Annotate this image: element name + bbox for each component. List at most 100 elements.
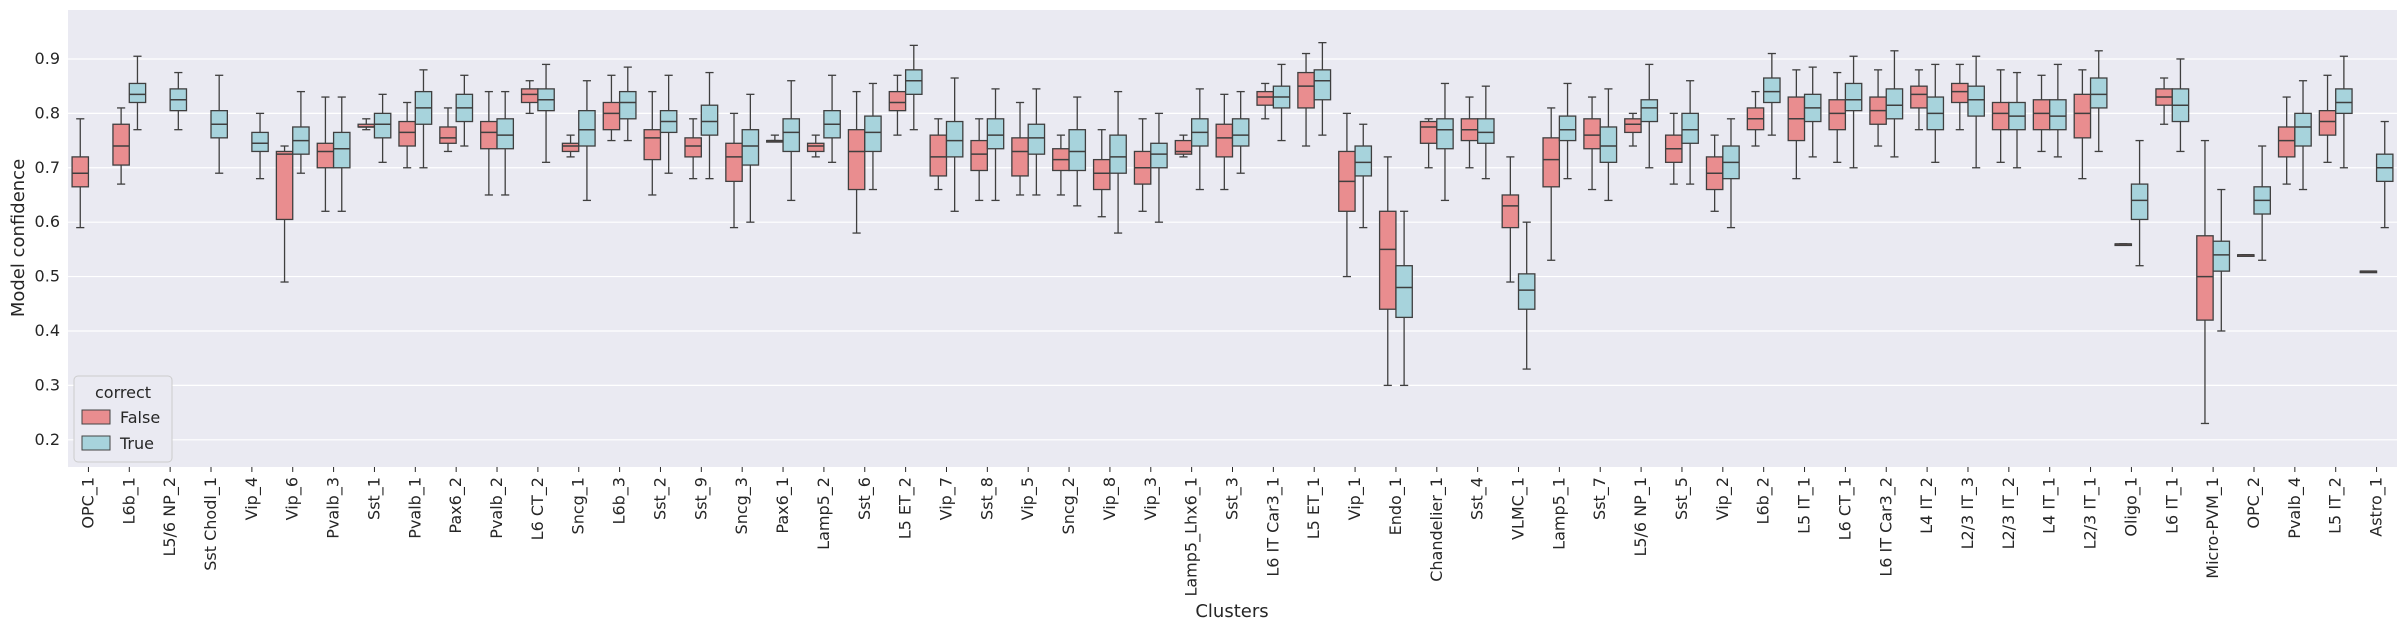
box-false [2359,270,2378,274]
box-true [496,90,515,196]
x-tick-label: Sst_6 [855,477,875,520]
box-iqr [2089,77,2108,109]
box-iqr [602,101,621,131]
box-false [561,134,580,158]
box-false [275,145,294,283]
box-false [888,74,907,136]
box-iqr [398,120,416,147]
box-iqr [520,88,539,104]
box-iqr [1419,120,1438,144]
box-true [251,112,269,180]
box-true [904,44,923,131]
x-tick-label: Sst_5 [1672,477,1692,520]
x-tick-label: Sst_8 [977,477,997,520]
box-false [112,107,130,185]
box-true [1313,41,1332,136]
x-tick-label: L5/6 NP_2 [160,477,180,557]
x-tick-label: L6 IT Car3_2 [1876,477,1896,577]
x-tick-label: L2/3 IT_2 [1999,477,2019,549]
box-false [806,134,825,158]
box-iqr [1828,99,1847,131]
x-tick-label: Oligo_1 [2121,477,2141,537]
box-true [2008,71,2026,169]
box-false [1501,156,1520,283]
x-tick-label: Micro-PVM_1 [2203,477,2223,579]
x-tick-label: L6 IT Car3_1 [1263,477,1283,577]
box-iqr [864,115,882,153]
box-true [1681,80,1699,185]
box-iqr [970,139,988,172]
box-iqr [251,131,269,153]
box-true [1926,63,1945,163]
box-true [1722,118,1740,229]
box-true [945,77,964,212]
box-true [2171,58,2190,153]
x-tick-label: L5 IT_1 [1795,477,1815,534]
x-tick-label: Sst Chodl_1 [201,477,221,571]
box-true [1763,52,1781,136]
box-true [2130,139,2149,267]
box-true [1109,90,1127,234]
box-iqr [1558,115,1577,142]
x-tick-label: L4 IT_2 [1917,477,1937,534]
box-false [1419,118,1438,169]
box-true [1844,55,1863,169]
box-iqr [725,142,743,183]
box-false [2277,96,2296,185]
x-tick-label: Pvalb_1 [405,477,425,539]
x-axis-ticks: OPC_1 L6b_1 L5/6 NP_2 Sst Chodl_1 Vip_4 Vip_6… [78,467,2387,597]
box-iqr [1027,123,1046,155]
x-tick-label: Vip_7 [936,477,956,520]
x-tick-label: Astro_1 [2367,477,2387,537]
box-true [618,66,637,142]
box-iqr [904,69,923,95]
box-true [1150,112,1168,223]
box-iqr [1950,82,1969,104]
box-false [1746,90,1765,147]
y-tick-label: 0.5 [35,267,60,286]
x-tick-label: Sst_9 [691,477,711,520]
box-true [2049,63,2067,158]
box-false [1338,112,1356,278]
box-true [1354,123,1373,229]
box-iqr [1910,85,1928,109]
box-true [1231,90,1250,174]
box-false [970,118,988,202]
x-tick-label: L5 ET_2 [896,477,916,539]
x-tick-label: VLMC_1 [1509,477,1529,540]
x-tick-label: L2/3 IT_3 [1958,477,1978,549]
y-tick-label: 0.9 [35,49,60,68]
x-tick-label: Lamp5_1 [1549,477,1569,550]
box-iqr [1395,265,1413,319]
box-iqr [1501,194,1520,229]
box-false [1542,107,1561,261]
box-iqr [1583,118,1601,150]
box-true [700,71,719,180]
box-false [847,90,866,234]
box-iqr [439,126,457,144]
y-axis-ticks: 0.2 0.3 0.4 0.5 0.6 0.7 0.8 0.9 [35,49,60,449]
box-false [929,118,948,191]
box-iqr [1436,118,1454,150]
box-iqr [1624,118,1642,134]
x-tick-label: L5/6 NP_1 [1631,477,1651,557]
box-true [128,55,147,131]
box-true [2253,145,2271,261]
box-iqr [1517,273,1536,310]
x-tick-label: Sst_7 [1590,477,1610,520]
x-tick-label: L6 CT_1 [1835,477,1855,540]
box-true [1190,88,1209,191]
box-true [210,74,229,174]
box-iqr [618,90,637,120]
box-false [1092,129,1111,218]
x-tick-label: L6 CT_2 [528,477,548,540]
box-iqr [128,82,147,104]
box-iqr [2318,109,2337,136]
box-iqr [480,120,498,150]
x-tick-label: Vip_4 [242,477,262,520]
box-false [2318,74,2337,163]
y-tick-label: 0.7 [35,158,60,177]
box-iqr [561,142,580,153]
box-iqr [496,118,515,150]
